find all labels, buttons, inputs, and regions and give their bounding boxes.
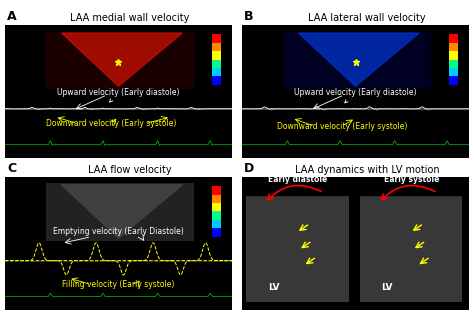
Text: Upward velocity (Early diastole): Upward velocity (Early diastole) bbox=[294, 88, 417, 103]
Text: LAA lateral wall velocity: LAA lateral wall velocity bbox=[308, 13, 426, 23]
Text: Emptying velocity (Early Diastole): Emptying velocity (Early Diastole) bbox=[53, 227, 184, 236]
Bar bbox=[46, 183, 193, 241]
Bar bbox=[212, 186, 221, 195]
Text: LV: LV bbox=[268, 283, 279, 292]
Bar bbox=[283, 32, 430, 89]
Polygon shape bbox=[246, 181, 349, 195]
Bar bbox=[212, 68, 221, 76]
Bar bbox=[449, 43, 458, 51]
Text: LAA medial wall velocity: LAA medial wall velocity bbox=[70, 13, 190, 23]
Text: B: B bbox=[244, 10, 254, 23]
Bar bbox=[449, 76, 458, 85]
Bar bbox=[449, 59, 458, 68]
Polygon shape bbox=[62, 185, 182, 238]
Text: Downward velocity (Early systole): Downward velocity (Early systole) bbox=[277, 122, 407, 131]
Bar bbox=[449, 34, 458, 43]
Bar bbox=[212, 51, 221, 59]
Bar bbox=[212, 43, 221, 51]
Bar bbox=[449, 51, 458, 59]
Bar bbox=[212, 76, 221, 85]
Text: D: D bbox=[244, 162, 255, 175]
Text: LV: LV bbox=[382, 283, 393, 292]
Bar bbox=[212, 34, 221, 43]
Polygon shape bbox=[299, 33, 419, 86]
Bar bbox=[246, 195, 349, 302]
Bar bbox=[212, 228, 221, 237]
Bar bbox=[212, 220, 221, 228]
Bar bbox=[212, 211, 221, 220]
Text: LAA flow velocity: LAA flow velocity bbox=[88, 165, 172, 175]
Bar bbox=[360, 195, 463, 302]
Bar bbox=[212, 59, 221, 68]
Text: Early diastole: Early diastole bbox=[268, 175, 327, 184]
Text: Early systole: Early systole bbox=[383, 175, 439, 184]
Text: Filling velocity (Early systole): Filling velocity (Early systole) bbox=[62, 280, 175, 289]
Bar bbox=[46, 32, 193, 89]
Text: Upward velocity (Early diastole): Upward velocity (Early diastole) bbox=[57, 88, 180, 102]
Bar bbox=[212, 195, 221, 203]
Bar bbox=[449, 68, 458, 76]
Text: LAA dynamics with LV motion: LAA dynamics with LV motion bbox=[294, 165, 439, 175]
Polygon shape bbox=[62, 33, 182, 86]
Polygon shape bbox=[360, 181, 463, 195]
Text: A: A bbox=[7, 10, 17, 23]
Text: Downward velocity (Early systole): Downward velocity (Early systole) bbox=[46, 119, 177, 128]
Bar bbox=[212, 203, 221, 212]
Text: C: C bbox=[7, 162, 16, 175]
